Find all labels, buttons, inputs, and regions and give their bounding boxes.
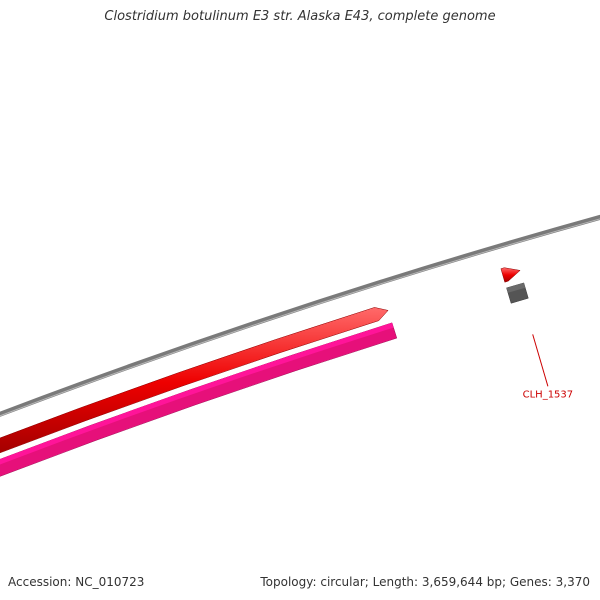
cds-feature — [0, 322, 398, 477]
accession-text: Accession: NC_010723 — [8, 575, 145, 589]
backbone-highlight — [0, 218, 600, 417]
cds-feature-highlight — [506, 282, 526, 293]
gene-features — [0, 267, 529, 477]
cds-feature-highlight — [0, 322, 394, 465]
genome-backbone — [0, 214, 600, 417]
gene-labels: CLH_1537CLH_1536CLH_1535CLH_1534CLH_1533… — [523, 389, 574, 400]
gene-arrow — [500, 267, 521, 283]
gene-arrow — [0, 307, 389, 454]
gene-label: CLH_1537 — [523, 389, 574, 400]
genome-title: Clostridium botulinum E3 str. Alaska E43… — [104, 9, 496, 24]
gene-leader-line — [532, 334, 549, 387]
genome-stats-text: Topology: circular; Length: 3,659,644 bp… — [260, 575, 590, 589]
backbone-arc — [0, 214, 600, 417]
gene-leader-lines — [532, 334, 549, 387]
